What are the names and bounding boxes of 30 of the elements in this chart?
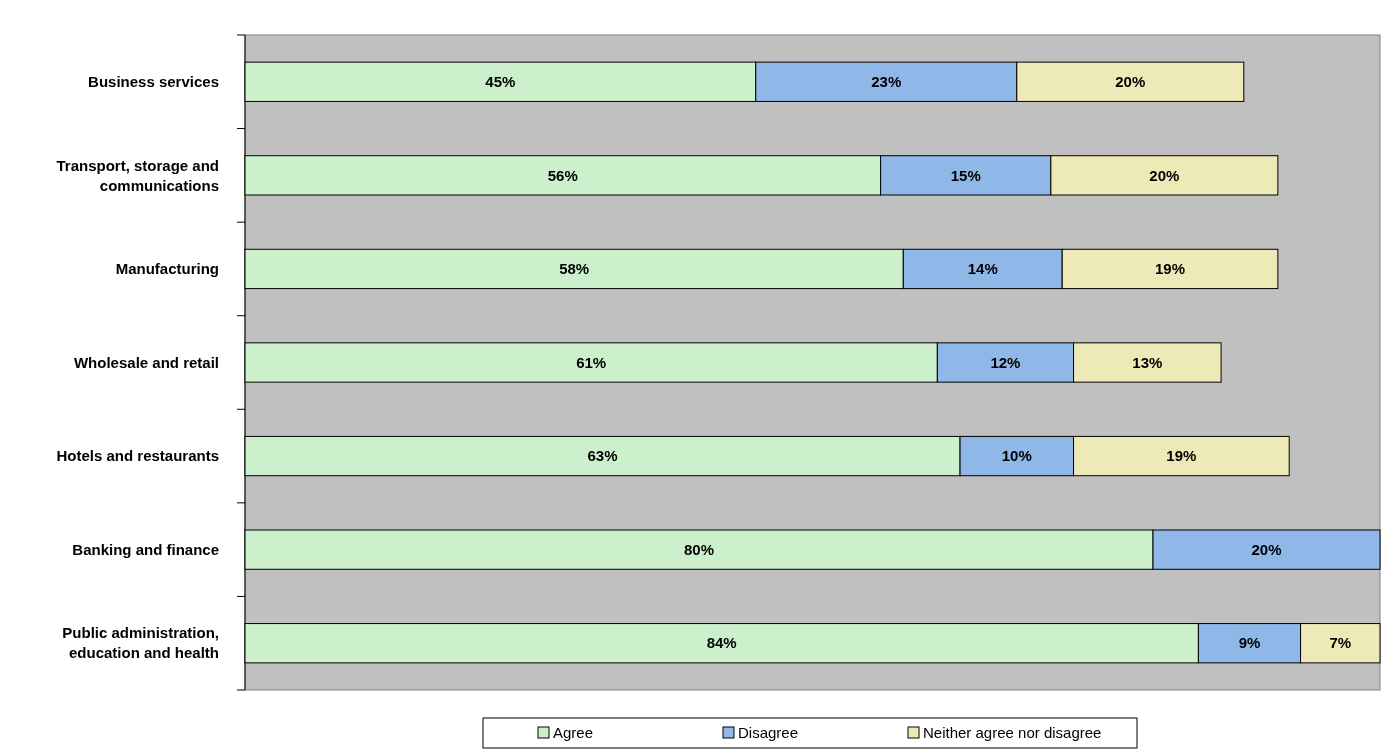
y-tick-label: Hotels and restaurants [56,447,219,465]
data-label: 12% [990,353,1021,371]
data-label: 15% [950,166,981,184]
legend-label: Agree [553,724,594,742]
data-label: 7% [1329,634,1352,652]
y-tick-label: Manufacturing [115,260,219,278]
legend-label: Neither agree nor disagree [923,724,1102,742]
data-label: 63% [587,447,618,465]
y-tick-label: Business services [88,73,219,91]
data-label: 19% [1166,447,1197,465]
y-tick-label: Wholesale and retail [73,353,219,371]
data-label: 10% [1001,447,1032,465]
data-label: 9% [1238,634,1261,652]
data-label: 19% [1155,260,1186,278]
data-label: 14% [967,260,998,278]
data-label: 20% [1149,166,1180,184]
data-label: 84% [706,634,737,652]
data-label: 23% [871,73,902,91]
y-tick-label: Public administration, education and health [62,624,219,662]
data-label: 20% [1115,73,1146,91]
y-tick-label: Transport, storage and communications [56,156,219,194]
legend-label: Disagree [738,724,799,742]
data-label: 61% [576,353,607,371]
data-label: 45% [485,73,516,91]
y-tick-label: Banking and finance [72,540,219,558]
data-label: 13% [1132,353,1163,371]
data-label: 58% [559,260,590,278]
data-label: 56% [547,166,578,184]
data-label: 20% [1251,540,1282,558]
data-label: 80% [683,540,715,558]
